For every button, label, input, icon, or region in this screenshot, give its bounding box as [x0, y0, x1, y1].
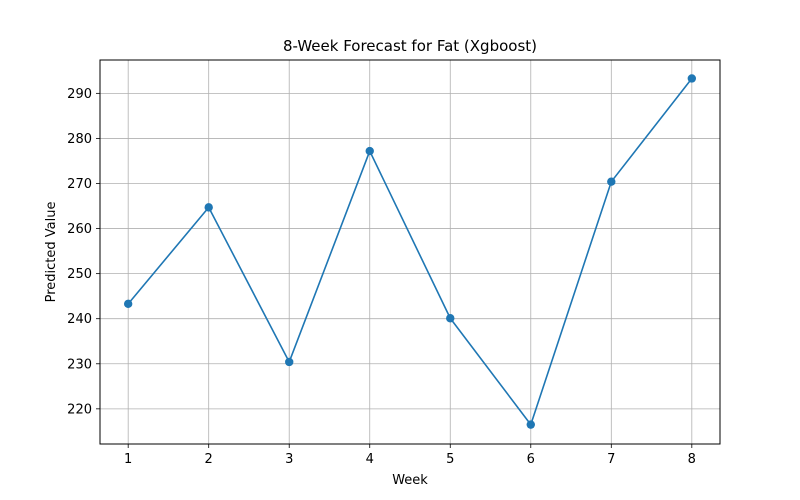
data-point — [204, 203, 213, 212]
x-tick-label: 4 — [366, 452, 374, 467]
y-tick-label: 290 — [67, 87, 92, 102]
data-point — [607, 177, 616, 186]
chart-title: 8-Week Forecast for Fat (Xgboost) — [283, 37, 537, 55]
data-point — [526, 420, 535, 429]
x-tick-label: 2 — [205, 452, 213, 467]
y-tick-label: 260 — [67, 222, 92, 237]
y-tick-label: 220 — [67, 402, 92, 417]
plot-area-frame — [99, 59, 721, 445]
grid — [100, 60, 720, 444]
y-tick-label: 270 — [67, 177, 92, 192]
y-tick-label: 280 — [67, 132, 92, 147]
x-tick-label: 6 — [527, 452, 535, 467]
y-tick-label: 240 — [67, 312, 92, 327]
series-group — [123, 74, 697, 429]
y-tick-label: 230 — [67, 357, 92, 372]
data-point — [446, 314, 455, 323]
x-tick-label: 8 — [688, 452, 696, 467]
x-tick-label: 1 — [124, 452, 132, 467]
data-point — [365, 146, 374, 156]
x-tick-label: 7 — [607, 452, 615, 467]
axis-ticks: 1 2 3 4 5 6 7 8 220 230 240 250 260 270 280 290 — [67, 87, 696, 467]
x-tick-label: 3 — [285, 452, 293, 467]
data-point — [687, 74, 697, 83]
y-tick-label: 250 — [67, 267, 92, 282]
x-tick-label: 5 — [446, 452, 454, 467]
data-point — [285, 357, 294, 367]
x-axis-label: Week — [392, 473, 428, 488]
series-line — [127, 77, 693, 426]
y-axis-label: Predicted Value — [44, 202, 59, 303]
data-point — [123, 299, 133, 309]
